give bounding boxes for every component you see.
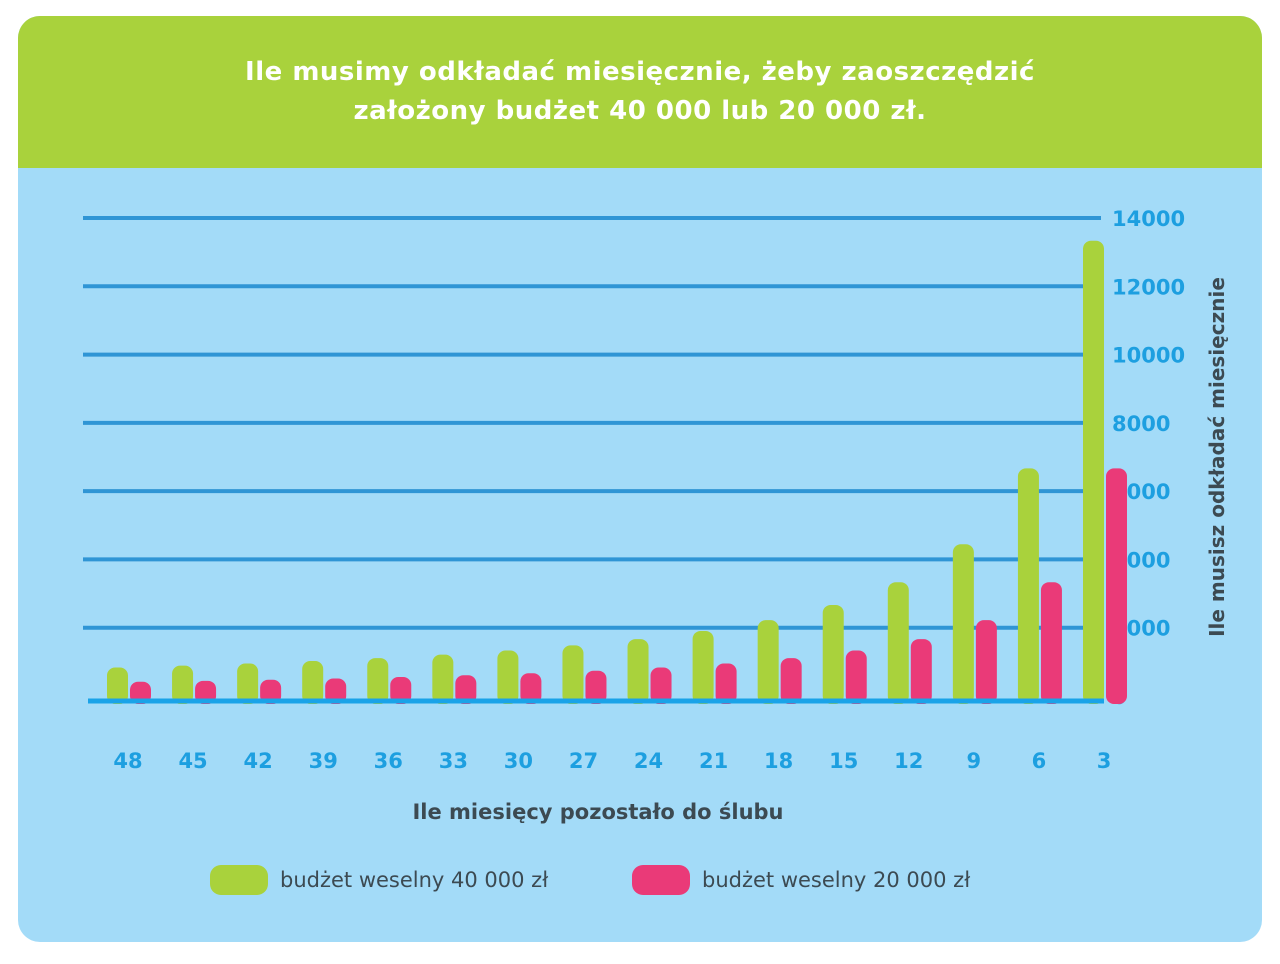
x-tick-label-24: 24	[634, 749, 663, 773]
bar-20000-3	[1106, 468, 1127, 704]
bar-20000-42	[260, 679, 282, 704]
x-tick-label-6: 6	[1032, 749, 1047, 773]
bar-20000-21	[715, 663, 737, 704]
y-tick-label-10000: 10000	[1112, 344, 1185, 368]
bar-20000-27	[585, 670, 607, 704]
bar-40000-42	[237, 663, 259, 704]
bar-20000-36	[390, 677, 412, 704]
bar-40000-45	[172, 665, 194, 704]
x-tick-label-42: 42	[244, 749, 273, 773]
bar-40000-24	[627, 639, 649, 704]
bar-20000-24	[650, 667, 672, 704]
bar-20000-39	[325, 678, 347, 704]
bar-40000-27	[562, 645, 584, 704]
bar-20000-9	[975, 620, 997, 704]
chart-title-line-1: Ile musimy odkładać miesięcznie, żeby za…	[245, 57, 1035, 87]
bar-chart: 0200040006000800010000120001400048454239…	[83, 207, 1229, 773]
bar-20000-15	[845, 650, 867, 704]
legend-swatch-20000	[632, 865, 690, 895]
x-tick-label-12: 12	[894, 749, 923, 773]
bar-40000-12	[887, 582, 909, 704]
bar-20000-48	[130, 681, 151, 704]
bar-40000-18	[757, 620, 779, 704]
legend: budżet weselny 40 000 zł budżet weselny …	[18, 860, 1262, 900]
bar-40000-39	[302, 660, 324, 704]
x-tick-label-27: 27	[569, 749, 598, 773]
x-tick-label-30: 30	[504, 749, 533, 773]
bar-40000-33	[432, 654, 454, 704]
chart-title-line-2: założony budżet 40 000 lub 20 000 zł.	[353, 96, 927, 126]
bar-20000-30	[520, 673, 542, 704]
x-axis-title: Ile miesięcy pozostało do ślubu	[412, 800, 784, 824]
bar-20000-33	[455, 675, 477, 704]
chart-card: Ile musimy odkładać miesięcznie, żeby za…	[18, 16, 1262, 942]
bar-40000-21	[692, 630, 714, 704]
legend-item-20000: budżet weselny 20 000 zł	[632, 860, 970, 900]
legend-item-40000: budżet weselny 40 000 zł	[210, 860, 548, 900]
x-tick-label-9: 9	[967, 749, 982, 773]
y-axis-title: Ile musisz odkładać miesięcznie	[1205, 277, 1229, 637]
bar-20000-6	[1040, 582, 1062, 704]
bar-40000-30	[497, 650, 519, 704]
x-tick-label-18: 18	[764, 749, 793, 773]
x-tick-label-3: 3	[1097, 749, 1112, 773]
chart-header: Ile musimy odkładać miesięcznie, żeby za…	[18, 16, 1262, 168]
y-tick-label-14000: 14000	[1112, 207, 1185, 231]
bar-40000-48	[107, 667, 128, 704]
bar-20000-45	[195, 680, 217, 704]
x-tick-label-36: 36	[374, 749, 403, 773]
bar-20000-12	[910, 639, 932, 704]
bar-40000-6	[1017, 468, 1039, 704]
bar-40000-36	[367, 658, 389, 704]
x-tick-label-15: 15	[829, 749, 858, 773]
legend-swatch-40000	[210, 865, 268, 895]
x-tick-label-33: 33	[439, 749, 468, 773]
x-tick-label-21: 21	[699, 749, 728, 773]
x-tick-label-39: 39	[309, 749, 338, 773]
legend-label-40000: budżet weselny 40 000 zł	[280, 868, 549, 892]
x-tick-label-48: 48	[113, 749, 142, 773]
y-tick-label-8000: 8000	[1112, 412, 1170, 436]
bar-40000-3	[1083, 240, 1104, 704]
y-tick-label-12000: 12000	[1112, 275, 1185, 299]
bar-40000-15	[822, 604, 844, 704]
bar-20000-18	[780, 658, 802, 704]
legend-label-20000: budżet weselny 20 000 zł	[702, 868, 971, 892]
bar-40000-9	[952, 544, 974, 704]
x-tick-label-45: 45	[178, 749, 207, 773]
